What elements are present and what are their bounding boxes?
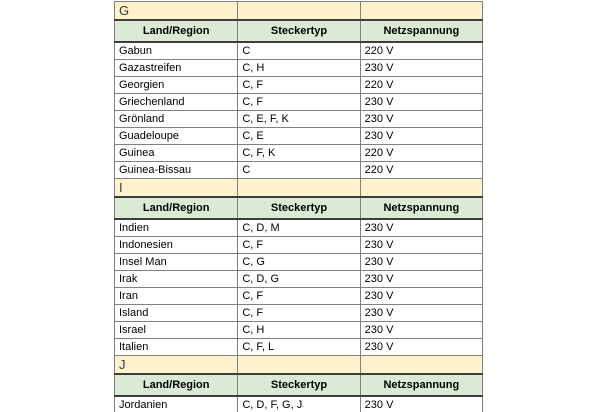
column-header-netzspannung: Netzspannung bbox=[359, 196, 484, 220]
voltage-cell: 230 V bbox=[359, 59, 484, 77]
table-row: Indonesien C, F 230 V bbox=[113, 236, 484, 254]
plug-type-cell: C, H bbox=[237, 321, 361, 339]
table-row: Jordanien C, D, F, G, J 230 V bbox=[113, 395, 484, 412]
voltage-cell: 230 V bbox=[359, 110, 484, 128]
table-row: Georgien C, F 220 V bbox=[113, 76, 484, 94]
section-letter: I bbox=[113, 178, 239, 198]
plug-type-cell: C, F bbox=[237, 93, 361, 111]
column-header-land-region: Land/Region bbox=[113, 373, 239, 397]
plug-type-cell: C, F, L bbox=[237, 338, 361, 356]
plug-type-cell: C, G bbox=[237, 253, 361, 271]
country-cell: Guinea-Bissau bbox=[113, 161, 239, 179]
section-spacer-cell bbox=[237, 178, 361, 198]
country-cell: Gazastreifen bbox=[113, 59, 239, 77]
table-row: Grönland C, E, F, K 230 V bbox=[113, 110, 484, 128]
plug-type-cell: C, H bbox=[237, 59, 361, 77]
column-header-row: Land/Region Steckertyp Netzspannung bbox=[113, 196, 484, 220]
country-cell: Island bbox=[113, 304, 239, 322]
country-cell: Insel Man bbox=[113, 253, 239, 271]
voltage-cell: 220 V bbox=[359, 161, 484, 179]
plug-type-cell: C, D, M bbox=[237, 218, 361, 237]
column-header-steckertyp: Steckertyp bbox=[237, 196, 361, 220]
section-spacer-cell bbox=[237, 355, 361, 375]
voltage-cell: 220 V bbox=[359, 41, 484, 60]
country-cell: Griechenland bbox=[113, 93, 239, 111]
section-letter-row: I bbox=[113, 178, 484, 198]
plug-type-cell: C, F bbox=[237, 304, 361, 322]
column-header-land-region: Land/Region bbox=[113, 19, 239, 43]
country-cell: Georgien bbox=[113, 76, 239, 94]
voltage-cell: 230 V bbox=[359, 218, 484, 237]
country-cell: Iran bbox=[113, 287, 239, 305]
table-row: Insel Man C, G 230 V bbox=[113, 253, 484, 271]
voltage-cell: 230 V bbox=[359, 270, 484, 288]
column-header-netzspannung: Netzspannung bbox=[359, 373, 484, 397]
voltage-cell: 220 V bbox=[359, 76, 484, 94]
column-header-row: Land/Region Steckertyp Netzspannung bbox=[113, 19, 484, 43]
country-cell: Israel bbox=[113, 321, 239, 339]
column-header-steckertyp: Steckertyp bbox=[237, 373, 361, 397]
table-row: Guinea-Bissau C 220 V bbox=[113, 161, 484, 179]
column-header-row: Land/Region Steckertyp Netzspannung bbox=[113, 373, 484, 397]
country-cell: Indonesien bbox=[113, 236, 239, 254]
voltage-cell: 230 V bbox=[359, 287, 484, 305]
plug-type-cell: C, D, F, G, J bbox=[237, 395, 361, 412]
voltage-cell: 230 V bbox=[359, 304, 484, 322]
country-cell: Italien bbox=[113, 338, 239, 356]
country-cell: Indien bbox=[113, 218, 239, 237]
table-row: Indien C, D, M 230 V bbox=[113, 218, 484, 237]
voltage-cell: 230 V bbox=[359, 321, 484, 339]
column-header-steckertyp: Steckertyp bbox=[237, 19, 361, 43]
section-letter: G bbox=[113, 1, 239, 21]
country-cell: Irak bbox=[113, 270, 239, 288]
section-spacer-cell bbox=[359, 178, 484, 198]
plug-type-cell: C, F bbox=[237, 236, 361, 254]
column-header-netzspannung: Netzspannung bbox=[359, 19, 484, 43]
table-row: Island C, F 230 V bbox=[113, 304, 484, 322]
country-plug-table-body: G Land/Region Steckertyp Netzspannung Ga… bbox=[113, 1, 484, 412]
table-row: Gabun C 220 V bbox=[113, 41, 484, 60]
table-row: Italien C, F, L 230 V bbox=[113, 338, 484, 356]
voltage-cell: 220 V bbox=[359, 144, 484, 162]
section-spacer-cell bbox=[359, 1, 484, 21]
country-cell: Gabun bbox=[113, 41, 239, 60]
voltage-cell: 230 V bbox=[359, 253, 484, 271]
voltage-cell: 230 V bbox=[359, 93, 484, 111]
table-row: Griechenland C, F 230 V bbox=[113, 93, 484, 111]
plug-type-cell: C, E bbox=[237, 127, 361, 145]
table-row: Gazastreifen C, H 230 V bbox=[113, 59, 484, 77]
voltage-cell: 230 V bbox=[359, 395, 484, 412]
country-cell: Grönland bbox=[113, 110, 239, 128]
country-cell: Jordanien bbox=[113, 395, 239, 412]
section-letter-row: G bbox=[113, 1, 484, 21]
section-spacer-cell bbox=[237, 1, 361, 21]
table-row: Irak C, D, G 230 V bbox=[113, 270, 484, 288]
plug-type-cell: C, F bbox=[237, 287, 361, 305]
plug-type-cell: C, D, G bbox=[237, 270, 361, 288]
column-header-land-region: Land/Region bbox=[113, 196, 239, 220]
country-plug-table: G Land/Region Steckertyp Netzspannung Ga… bbox=[113, 1, 484, 412]
plug-type-cell: C bbox=[237, 41, 361, 60]
plug-type-cell: C bbox=[237, 161, 361, 179]
section-spacer-cell bbox=[359, 355, 484, 375]
table-row: Israel C, H 230 V bbox=[113, 321, 484, 339]
plug-type-cell: C, F bbox=[237, 76, 361, 94]
country-cell: Guadeloupe bbox=[113, 127, 239, 145]
voltage-cell: 230 V bbox=[359, 338, 484, 356]
section-letter-row: J bbox=[113, 355, 484, 375]
voltage-cell: 230 V bbox=[359, 127, 484, 145]
section-letter: J bbox=[113, 355, 239, 375]
country-cell: Guinea bbox=[113, 144, 239, 162]
table-row: Guadeloupe C, E 230 V bbox=[113, 127, 484, 145]
table-row: Iran C, F 230 V bbox=[113, 287, 484, 305]
voltage-cell: 230 V bbox=[359, 236, 484, 254]
plug-type-cell: C, F, K bbox=[237, 144, 361, 162]
table-row: Guinea C, F, K 220 V bbox=[113, 144, 484, 162]
plug-type-cell: C, E, F, K bbox=[237, 110, 361, 128]
